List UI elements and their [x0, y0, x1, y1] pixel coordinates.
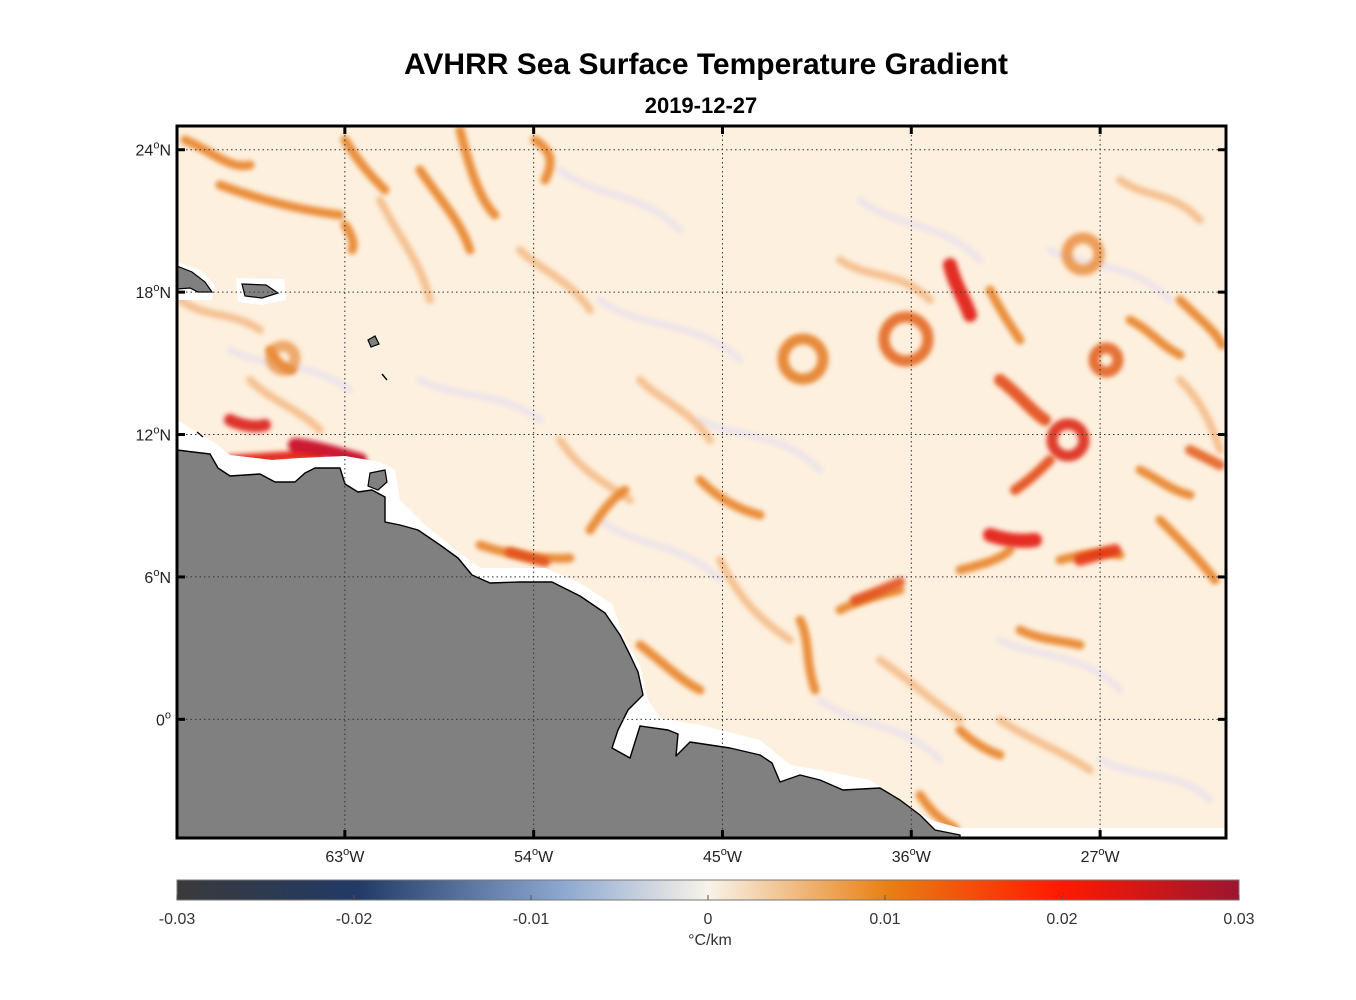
eddy-ring-4 [1046, 418, 1090, 462]
lon-tick-label: 63oW [325, 846, 365, 866]
tick-marks [177, 126, 1226, 838]
colorbar-units: °C/km [688, 932, 732, 949]
eddy-rings [265, 232, 1124, 462]
colorbar-tick-label: 0.02 [1046, 911, 1077, 928]
lon-tick-label: 54oW [514, 846, 554, 866]
gradient-features-light [177, 176, 1224, 774]
graticule [177, 126, 1226, 838]
eddy-ring-3 [1061, 232, 1105, 276]
eddy-ring-5 [1088, 342, 1124, 378]
lat-tick-label: 0o [156, 709, 171, 729]
colorbar-labels: -0.03 -0.02 -0.01 0 0.01 0.02 0.03 [159, 911, 1255, 928]
land-virgin-islands [241, 283, 280, 299]
lat-labels: 24oN 18oN 12oN 6oN 0o [136, 140, 171, 730]
map-plot-area [177, 126, 1226, 838]
lon-labels: 63oW 54oW 45oW 36oW 27oW [325, 846, 1120, 866]
colorbar-tick-label: 0 [704, 911, 713, 928]
colorbar-tick-label: 0.01 [869, 911, 900, 928]
map-title: AVHRR Sea Surface Temperature Gradient [403, 48, 1009, 81]
lat-tick-label: 18oN [136, 282, 171, 302]
land-trinidad [367, 469, 388, 491]
colorbar-tick-label: -0.01 [513, 911, 550, 928]
colorbar-ticks [176, 895, 1240, 900]
lon-tick-label: 36oW [892, 846, 932, 866]
lat-tick-label: 6oN [144, 567, 171, 587]
lat-tick-label: 24oN [136, 140, 171, 160]
colorbar-tick-label: -0.03 [159, 911, 196, 928]
eddy-ring-6 [265, 340, 301, 376]
eddy-ring-2 [878, 311, 934, 367]
map-frame [175, 124, 1228, 840]
land-guadeloupe [367, 335, 380, 348]
colorbar-tick-label: 0.03 [1223, 911, 1254, 928]
lon-tick-label: 27oW [1081, 846, 1121, 866]
map-subtitle: 2019-12-27 [644, 93, 758, 118]
lon-tick-label: 45oW [703, 846, 743, 866]
colorbar-tick-label: -0.02 [336, 911, 373, 928]
land-islet-1 [381, 373, 388, 381]
lat-tick-label: 12oN [136, 425, 171, 445]
land-south-america [177, 449, 961, 838]
eddy-ring-1 [777, 333, 829, 385]
